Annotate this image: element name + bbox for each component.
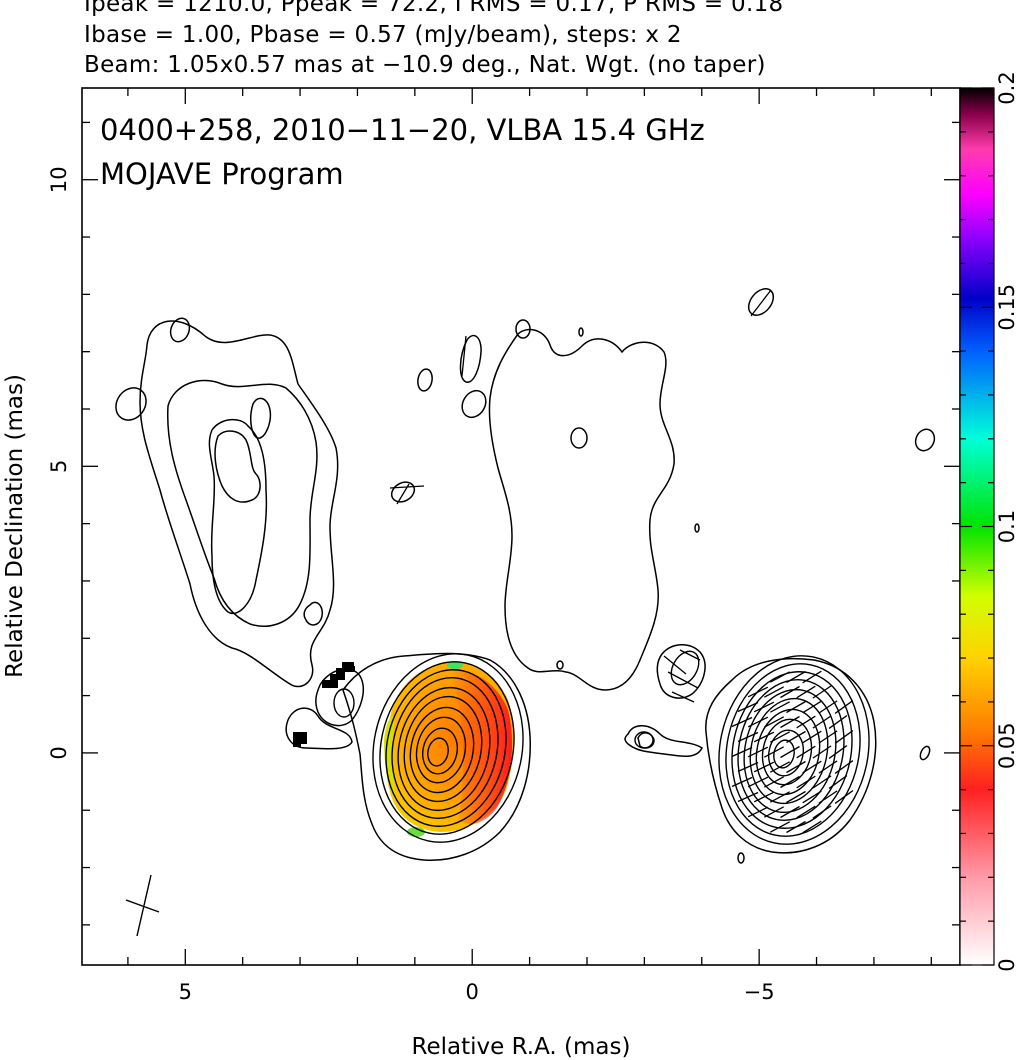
polarization-vector xyxy=(834,730,854,744)
polarization-vector xyxy=(802,820,822,834)
polarization-vector xyxy=(796,715,816,729)
polarization-vector xyxy=(769,821,791,833)
axis-ticks xyxy=(82,88,960,965)
polarization-vector xyxy=(763,806,785,818)
polarization-vector xyxy=(753,731,775,743)
polarization-vector xyxy=(786,790,806,804)
polarization-vector xyxy=(818,730,838,744)
polarization-vector xyxy=(747,776,769,788)
colorbar-tick-label: 0.1 xyxy=(995,510,1019,543)
emission-contours xyxy=(115,288,936,864)
polarization-vector xyxy=(834,760,854,774)
polarization-vector xyxy=(786,760,806,774)
colorbar-ticks xyxy=(960,87,994,966)
x-axis-label: Relative R.A. (mas) xyxy=(412,1034,631,1060)
polarization-vector xyxy=(818,790,838,804)
y-tick-label: 5 xyxy=(47,460,71,473)
polarization-vector xyxy=(737,761,759,773)
polarization-vector xyxy=(802,730,822,744)
polarization-vector xyxy=(780,715,800,729)
polarization-vector xyxy=(818,760,838,774)
colorbar-tick-label: 0.05 xyxy=(995,722,1019,769)
x-tick-label: −5 xyxy=(744,980,775,1004)
polarization-vector xyxy=(753,791,775,803)
colorbar-tick-labels: 0 0.05 0.1 0.15 0.2 xyxy=(995,71,1019,971)
intensity-contours-left xyxy=(333,653,524,843)
polarization-vector xyxy=(769,701,791,713)
polarization-vector xyxy=(786,700,806,714)
polarization-vector xyxy=(802,790,822,804)
beam-indicator xyxy=(125,874,160,937)
x-tick-label: 5 xyxy=(179,980,192,1004)
polarization-vector xyxy=(802,760,822,774)
polarization-vector xyxy=(796,805,816,819)
polarization-vector xyxy=(812,775,832,789)
polarization-vector xyxy=(796,745,816,759)
header-line-beam: Beam: 1.05x0.57 mas at −10.9 deg., Nat. … xyxy=(84,52,766,78)
polarization-vector xyxy=(802,700,822,714)
polarization-vector xyxy=(812,715,832,729)
polarization-vector xyxy=(796,775,816,789)
polarization-vector xyxy=(747,806,769,818)
polarization-vector xyxy=(769,731,791,743)
polarization-vector xyxy=(828,745,848,759)
polarization-vector xyxy=(763,746,785,758)
polarization-vectors-isolated xyxy=(389,289,772,703)
polarization-vector xyxy=(737,791,759,803)
map-title: 0400+258, 2010−11−20, VLBA 15.4 GHz xyxy=(100,113,705,147)
colorbar-tick-label: 0.15 xyxy=(995,284,1019,331)
polarization-vector xyxy=(828,775,848,789)
polarization-vector xyxy=(780,685,800,699)
polarization-vector xyxy=(812,685,832,699)
axis-tick-labels: 5 0 −5 0 5 10 xyxy=(47,166,775,1004)
polarization-vector xyxy=(763,776,785,788)
polarization-vector xyxy=(780,775,800,789)
polarization-vector xyxy=(834,700,854,714)
polarization-vector xyxy=(763,716,785,728)
map-subtitle: MOJAVE Program xyxy=(100,157,344,191)
polarization-vector xyxy=(753,701,775,713)
polarization-vector xyxy=(786,820,806,834)
polarization-vector xyxy=(763,686,785,698)
polarization-vector xyxy=(731,746,753,758)
polarization-vector xyxy=(769,791,791,803)
polarization-vector xyxy=(796,685,816,699)
polarization-vector xyxy=(818,700,838,714)
polarization-vector xyxy=(780,805,800,819)
polarization-vector xyxy=(786,670,806,684)
polarization-vector xyxy=(812,805,832,819)
header-line-peaks: Ipeak = 1210.0, Ppeak = 72.2, I RMS = 0.… xyxy=(84,0,784,17)
polarization-vector xyxy=(753,761,775,773)
polarization-vector xyxy=(769,671,791,683)
plot-frame xyxy=(81,87,961,966)
polarization-vector xyxy=(737,731,759,743)
polarization-vector xyxy=(802,670,822,684)
polarization-vector xyxy=(747,716,769,728)
high-polarization-pixels xyxy=(293,662,355,747)
polarization-vectors xyxy=(731,670,854,834)
polarization-vector xyxy=(769,761,791,773)
polarization-vector xyxy=(747,746,769,758)
polarization-vector xyxy=(786,730,806,744)
y-tick-label: 0 xyxy=(47,746,71,759)
x-tick-label: 0 xyxy=(466,980,479,1004)
polarization-vector xyxy=(731,776,753,788)
polarization-vector xyxy=(747,686,769,698)
polarization-vector xyxy=(834,790,854,804)
polarization-vector xyxy=(812,745,832,759)
header-line-base: Ibase = 1.00, Pbase = 0.57 (mJy/beam), s… xyxy=(84,22,682,48)
polarization-vector xyxy=(780,745,800,759)
y-axis-label: Relative Declination (mas) xyxy=(2,374,28,678)
polarization-vector xyxy=(731,716,753,728)
colorbar-tick-label: 0.2 xyxy=(995,71,1019,104)
colorbar-tick-label: 0 xyxy=(995,958,1019,971)
y-tick-label: 10 xyxy=(47,166,71,193)
polarization-vector xyxy=(828,715,848,729)
polarization-vector xyxy=(737,701,759,713)
